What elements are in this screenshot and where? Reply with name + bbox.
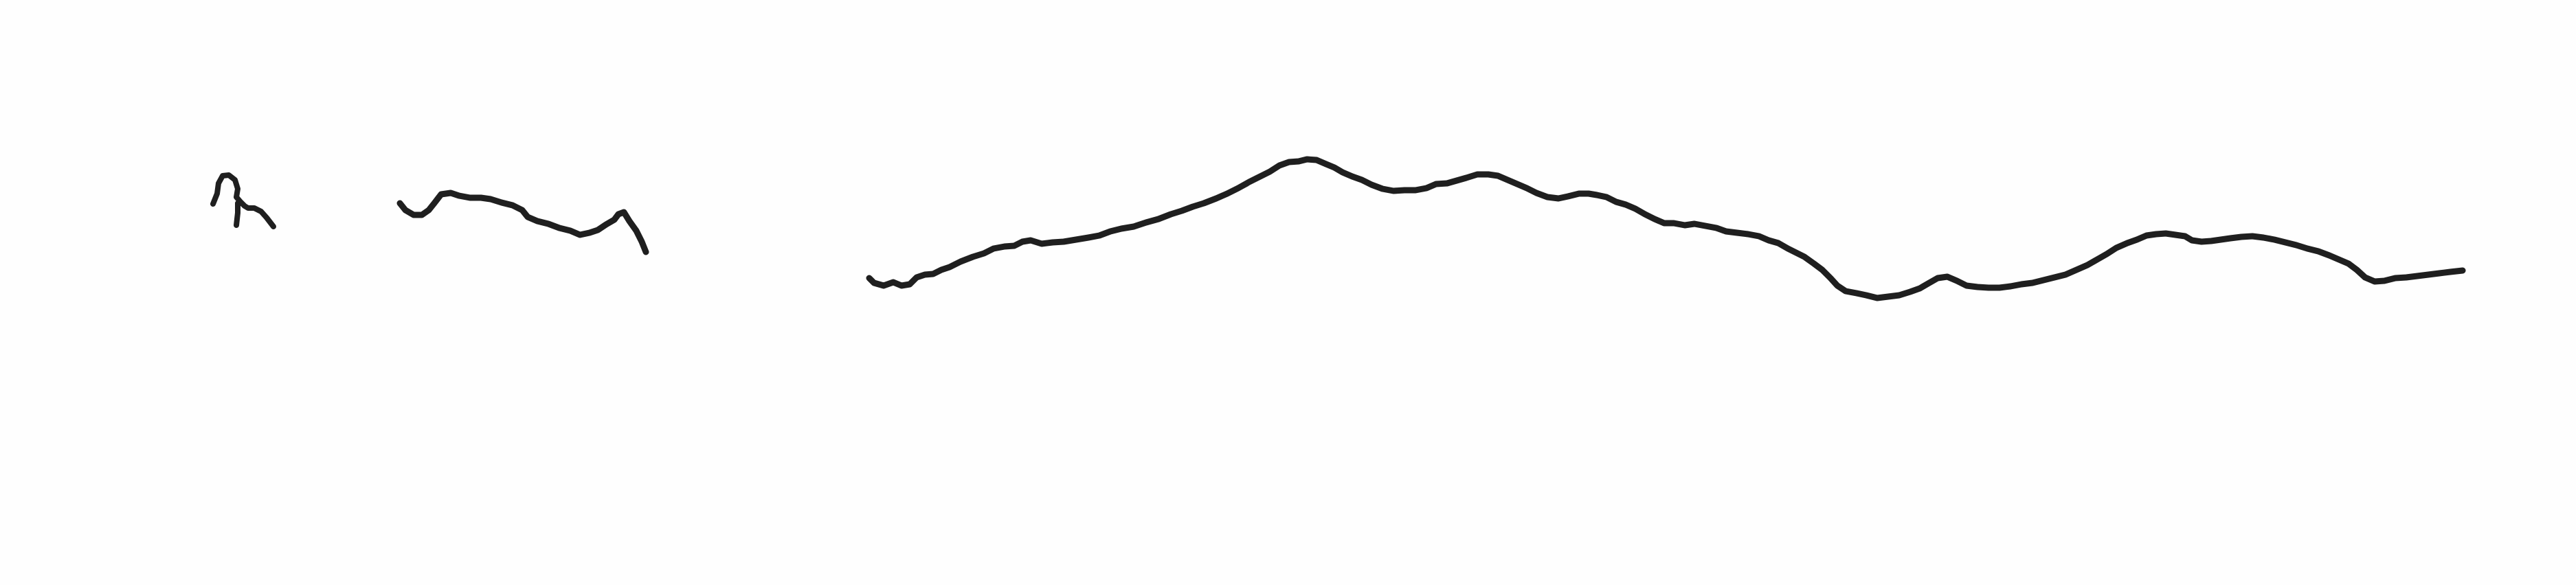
- ink-stroke-short-wave: [396, 190, 649, 255]
- ink-stroke-long-contour: [866, 156, 2466, 301]
- ink-stroke-texture-1: [1194, 184, 1249, 207]
- ink-stroke-small-mark: [210, 172, 276, 229]
- ink-stroke-texture-3: [2376, 270, 2461, 282]
- ink-stroke-texture-2: [2094, 235, 2148, 262]
